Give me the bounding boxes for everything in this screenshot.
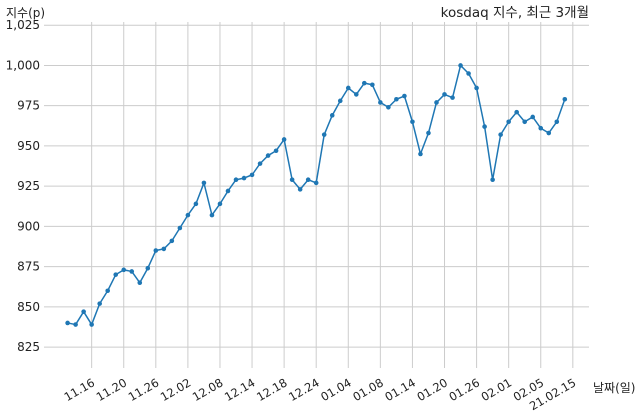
- data-point: [201, 180, 207, 186]
- x-axis-ticks: 11.1611.2011.2612.0212.0812.1412.1812.24…: [62, 375, 579, 413]
- data-point: [81, 309, 86, 314]
- data-point: [233, 177, 239, 183]
- y-tick-label: 850: [17, 300, 40, 314]
- data-point: [498, 132, 503, 137]
- x-axis-label: 날짜(일): [593, 381, 635, 395]
- data-point: [402, 93, 407, 99]
- x-tick-label: 02.01: [479, 375, 515, 404]
- x-tick-label: 11.16: [62, 375, 98, 404]
- data-point: [378, 100, 383, 105]
- data-point: [490, 177, 495, 183]
- data-point: [353, 92, 359, 97]
- data-point: [538, 125, 544, 131]
- data-point: [73, 322, 78, 327]
- data-point: [514, 109, 519, 115]
- x-tick-label: 12.24: [286, 375, 322, 404]
- y-tick-label: 825: [17, 340, 40, 354]
- y-tick-label: 875: [17, 260, 40, 274]
- data-point: [305, 177, 311, 183]
- data-point: [273, 148, 279, 154]
- data-point: [153, 248, 159, 253]
- y-tick-label: 1,025: [6, 18, 40, 32]
- data-point: [177, 225, 183, 231]
- data-point: [474, 85, 479, 91]
- x-tick-label: 11.26: [126, 375, 162, 404]
- data-point: [410, 119, 415, 125]
- data-point: [249, 172, 255, 178]
- data-point: [386, 104, 391, 110]
- x-tick-label: 12.08: [190, 375, 226, 404]
- x-tick-label: 11.20: [94, 375, 130, 404]
- data-point: [193, 201, 199, 207]
- data-point: [362, 80, 367, 86]
- series-layer: [65, 63, 568, 327]
- data-point: [145, 265, 151, 271]
- data-point: [562, 96, 568, 102]
- data-point: [426, 130, 431, 136]
- data-point: [161, 246, 167, 252]
- data-point: [458, 63, 463, 68]
- y-axis-label: 지수(p): [6, 6, 45, 20]
- data-point: [289, 177, 295, 183]
- y-tick-label: 975: [17, 99, 40, 113]
- data-point: [225, 188, 231, 194]
- x-tick-label: 12.02: [158, 375, 194, 404]
- data-point: [450, 95, 455, 100]
- data-point: [137, 280, 143, 286]
- data-point: [418, 151, 423, 157]
- x-tick-label: 12.14: [222, 375, 258, 404]
- data-point: [241, 175, 247, 181]
- data-point: [434, 100, 439, 105]
- data-point: [265, 153, 271, 158]
- data-point: [321, 132, 327, 137]
- data-point: [522, 119, 528, 125]
- data-point: [185, 212, 191, 218]
- data-point: [169, 238, 175, 244]
- data-point: [65, 320, 70, 326]
- data-point: [554, 119, 560, 125]
- x-tick-label: 12.18: [254, 375, 290, 404]
- data-point: [297, 187, 303, 192]
- data-point: [129, 269, 135, 274]
- y-axis-ticks: 825 850 875 900 925 950 975 1,000 1,025: [6, 18, 40, 354]
- data-point: [466, 71, 471, 76]
- y-tick-label: 1,000: [6, 58, 40, 72]
- data-point: [257, 161, 263, 166]
- x-tick-label: 01.20: [414, 375, 450, 404]
- data-point: [345, 85, 351, 91]
- x-tick-label: 01.26: [447, 375, 483, 404]
- data-point: [394, 96, 399, 102]
- x-tick-label: 01.08: [350, 375, 386, 404]
- data-point: [121, 267, 127, 273]
- data-point: [313, 180, 319, 186]
- y-tick-label: 950: [17, 139, 40, 153]
- data-point: [113, 272, 119, 277]
- data-point: [442, 92, 447, 97]
- data-point: [105, 288, 110, 294]
- data-point: [370, 82, 375, 88]
- grid-lines: [44, 22, 589, 368]
- data-point: [329, 113, 335, 118]
- data-point: [546, 130, 552, 136]
- data-point: [482, 124, 487, 129]
- data-point: [217, 201, 223, 207]
- data-point: [337, 98, 343, 104]
- data-point: [506, 119, 511, 125]
- data-point: [97, 301, 102, 306]
- data-point: [89, 322, 94, 327]
- data-point: [530, 114, 536, 120]
- y-tick-label: 900: [17, 219, 40, 233]
- data-point: [281, 137, 287, 142]
- chart-title: kosdaq 지수, 최근 3개월: [441, 5, 589, 21]
- x-tick-label: 01.14: [382, 375, 418, 404]
- y-tick-label: 925: [17, 179, 40, 193]
- x-tick-label: 01.04: [318, 375, 354, 404]
- data-point: [209, 212, 215, 218]
